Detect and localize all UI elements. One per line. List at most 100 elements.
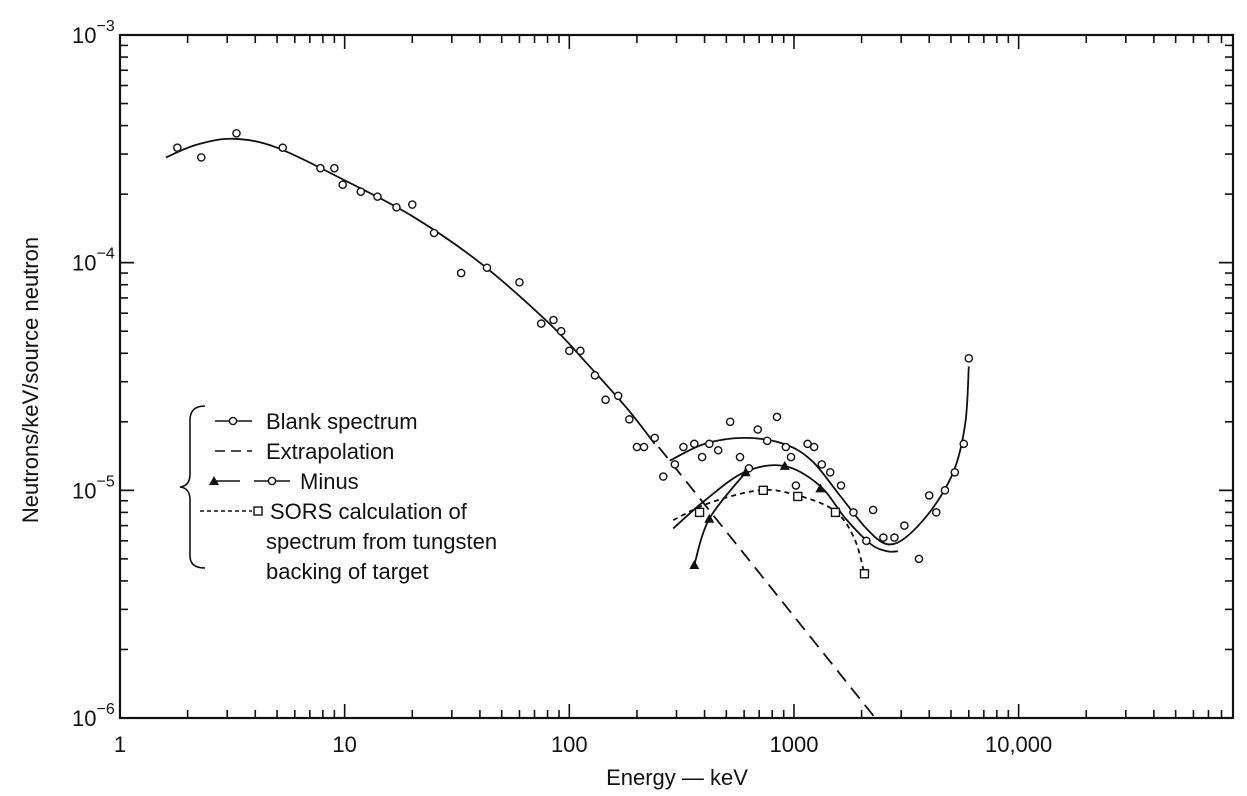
data-point [868,505,878,515]
data-point [931,508,941,517]
data-point [758,485,768,496]
data-point [849,508,858,517]
y-tick-label: 10−5 [72,473,115,503]
data-point [373,192,382,201]
data-point [890,533,899,542]
x-tick-label: 1 [114,732,126,757]
data-point [862,536,871,546]
data-point [232,129,241,138]
y-axis-ticks [120,34,1233,719]
data-point [670,460,680,469]
data-point [650,433,660,443]
legend: Blank spectrum Extrapolation Minus SORS cal… [179,405,497,584]
x-axis-ticks [119,35,1234,718]
data-point [836,481,846,490]
x-tick-label: 1000 [769,732,818,757]
data-point [576,346,585,356]
data-point [392,203,401,212]
data-point [815,483,826,493]
data-point [704,513,715,523]
y-tick-label: 10−3 [72,18,115,48]
data-point [429,228,439,238]
x-tick-label: 10,000 [985,732,1052,757]
data-point [173,143,182,152]
legend-label: backing of target [266,559,429,584]
data-point [278,143,288,152]
data-point [536,319,546,328]
data-point [356,187,366,196]
data-point [950,468,960,477]
data-point [859,569,870,579]
data-point [705,439,714,449]
data-point [330,163,339,173]
x-axis-title: Energy — keV [606,765,748,790]
data-point [762,436,772,446]
data-point [658,472,668,481]
data-point [735,452,745,462]
y-tick-labels: 10−6 10−5 10−4 10−3 [72,18,115,731]
data-point [209,476,219,485]
data-point [456,268,466,278]
data-point [639,442,649,452]
data-point [940,486,950,495]
data-point [694,507,705,518]
legend-label: spectrum from tungsten [266,529,497,554]
data-point [793,491,803,502]
data-point [830,507,841,518]
data-point [772,412,782,422]
legend-label: Extrapolation [266,439,394,464]
data-point [817,460,827,469]
data-point [689,559,700,569]
x-tick-label: 10 [332,732,356,757]
data-point [338,180,347,190]
data-point [753,425,763,434]
legend-label: Minus [300,469,359,494]
data-point [781,442,791,452]
data-point [482,263,492,273]
data-point [959,439,969,449]
data-point [632,442,642,452]
data-point [809,442,819,452]
data-point [601,395,610,405]
data-point [316,163,325,173]
legend-label: SORS calculation of [270,499,468,524]
legend-brace [179,405,206,569]
series-markers [173,129,974,579]
y-tick-label: 10−6 [72,701,115,731]
data-point [697,452,707,462]
data-point [786,452,796,462]
data-point [879,533,888,542]
y-axis-title: Neutrons/keV/source neutron [18,237,43,523]
series-line [165,137,656,445]
data-point [689,439,699,449]
data-point [740,467,751,477]
data-point [964,354,974,363]
data-point [779,460,790,470]
data-point [565,346,574,356]
data-point [253,506,263,516]
x-tick-label: 100 [551,732,588,757]
data-point [625,415,634,424]
x-tick-labels: 1 10 100 1000 10,000 [114,732,1052,757]
data-point [590,371,600,380]
legend-label: Blank spectrum [266,409,418,434]
data-point [924,491,934,500]
data-point [713,445,723,455]
series-line [693,471,747,566]
data-point [515,277,524,287]
data-point [825,468,835,477]
data-point [613,391,623,401]
plot-frame [118,33,1235,720]
data-point [900,521,909,530]
data-point [267,476,277,486]
data-point [556,326,566,336]
data-point [679,442,688,452]
data-point [228,416,238,426]
data-point [791,481,801,490]
data-point [914,554,924,564]
data-point [725,417,735,427]
data-point [549,315,558,325]
series-line [658,446,876,719]
y-tick-label: 10−4 [72,246,115,276]
